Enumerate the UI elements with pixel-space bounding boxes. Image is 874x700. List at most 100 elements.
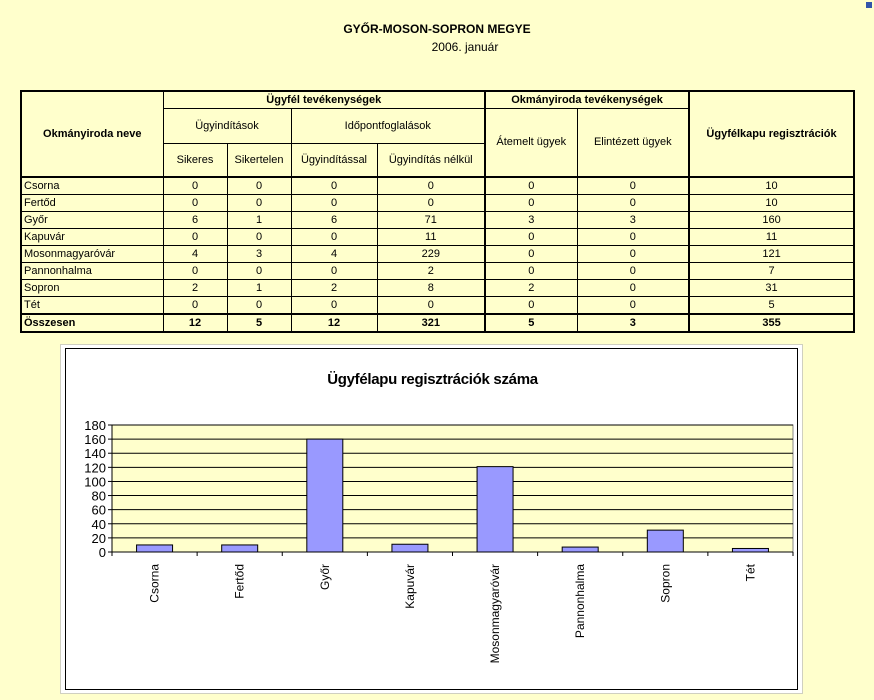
bar-pannonhalma (561, 546, 599, 553)
table-row: Kapuvár 0 0 0 11 0 0 11 (20, 228, 856, 246)
y-tick-label: 0 (99, 545, 106, 560)
y-tick-label: 60 (92, 503, 106, 518)
row-value: 0 (162, 296, 228, 315)
row-value: 11 (376, 228, 486, 246)
y-tick-label: 160 (84, 432, 106, 447)
header-without-initiation: Ügyindítás nélkül (376, 143, 486, 178)
row-value: 0 (484, 176, 578, 195)
row-office-name: Kapuvár (20, 228, 164, 246)
row-value: 0 (376, 296, 486, 315)
y-tick-label: 80 (92, 489, 106, 504)
corner-marker (866, 2, 872, 8)
row-value: 0 (162, 228, 228, 246)
row-value: 0 (226, 296, 292, 315)
table-row: Pannonhalma 0 0 0 2 0 0 7 (20, 262, 856, 280)
row-value: 3 (226, 245, 292, 263)
row-office-name: Pannonhalma (20, 262, 164, 280)
row-value: 0 (576, 296, 690, 315)
row-value: 0 (162, 176, 228, 195)
row-value: 0 (576, 279, 690, 297)
total-value: 12 (290, 313, 378, 333)
row-value: 0 (226, 262, 292, 280)
table-row: Sopron 2 1 2 8 2 0 31 (20, 279, 856, 297)
row-value: 6 (290, 211, 378, 229)
y-tick-label: 100 (84, 474, 106, 489)
x-tick-label: Kapuvár (403, 564, 417, 609)
row-value: 6 (162, 211, 228, 229)
row-value: 2 (290, 279, 378, 297)
total-value: 5 (484, 313, 578, 333)
x-tick-label: Mosonmagyaróvár (488, 564, 502, 663)
row-office-name: Győr (20, 211, 164, 229)
row-value: 121 (688, 245, 856, 263)
total-label: Összesen (20, 313, 164, 333)
total-value: 12 (162, 313, 228, 333)
total-value: 5 (226, 313, 292, 333)
row-value: 0 (226, 194, 292, 212)
y-tick-label: 140 (84, 446, 106, 461)
total-value: 355 (688, 313, 856, 333)
row-value: 2 (162, 279, 228, 297)
header-done: Elintézett ügyek (576, 108, 690, 178)
table-row: Tét 0 0 0 0 0 0 5 (20, 296, 856, 315)
x-tick-label: Pannonhalma (573, 564, 587, 638)
row-value: 0 (484, 262, 578, 280)
bar-mosonmagyaróvár (476, 466, 514, 553)
page-subtitle: 2006. január (431, 40, 499, 54)
row-value: 0 (484, 245, 578, 263)
row-value: 1 (226, 211, 292, 229)
row-office-name: Fertőd (20, 194, 164, 212)
header-transferred: Átemelt ügyek (484, 108, 578, 178)
y-tick-label: 20 (92, 531, 106, 546)
header-appointments: Időpontfoglalások (290, 108, 486, 144)
total-value: 321 (376, 313, 486, 333)
total-value: 3 (576, 313, 690, 333)
row-value: 160 (688, 211, 856, 229)
table-row: Fertőd 0 0 0 0 0 0 10 (20, 194, 856, 212)
bar-csorna (136, 544, 174, 553)
table-row: Mosonmagyaróvár 4 3 4 229 0 0 121 (20, 245, 856, 263)
row-value: 31 (688, 279, 856, 297)
row-value: 0 (576, 176, 690, 195)
y-tick-label: 40 (92, 517, 106, 532)
row-value: 0 (162, 262, 228, 280)
row-value: 0 (484, 296, 578, 315)
row-value: 0 (290, 296, 378, 315)
header-client-activities: Ügyfél tevékenységek (162, 90, 486, 109)
row-value: 1 (226, 279, 292, 297)
row-value: 8 (376, 279, 486, 297)
chart-container: Ügyfélapu regisztrációk száma 0 20 40 60 80 1… (60, 344, 803, 694)
header-success: Sikeres (162, 143, 228, 178)
row-value: 0 (376, 176, 486, 195)
x-tick-label: Csorna (148, 564, 162, 603)
row-value: 229 (376, 245, 486, 263)
x-tick-label: Sopron (658, 564, 672, 603)
table-row: Csorna 0 0 0 0 0 0 10 (20, 176, 856, 195)
y-tick-label: 120 (84, 460, 106, 475)
bar-fertőd (221, 544, 259, 553)
statistics-table: Okmányiroda neve Ügyfél tevékenységek Ok… (20, 90, 856, 333)
plot-area (111, 424, 794, 553)
header-gateway-registrations: Ügyfélkapu regisztrációk (688, 90, 856, 178)
row-value: 0 (576, 228, 690, 246)
page-title: GYŐR-MOSON-SOPRON MEGYE (343, 22, 531, 36)
row-value: 0 (576, 262, 690, 280)
row-value: 0 (484, 228, 578, 246)
row-value: 0 (290, 228, 378, 246)
row-value: 0 (484, 194, 578, 212)
row-value: 0 (576, 194, 690, 212)
row-value: 3 (576, 211, 690, 229)
header-office-name: Okmányiroda neve (20, 90, 164, 178)
row-office-name: Csorna (20, 176, 164, 195)
header-fail: Sikertelen (226, 143, 292, 178)
chart-title: Ügyfélapu regisztrációk száma (327, 371, 538, 388)
row-value: 7 (688, 262, 856, 280)
header-initiations: Ügyindítások (162, 108, 292, 144)
row-value: 0 (290, 176, 378, 195)
x-tick-label: Tét (743, 563, 757, 581)
row-value: 4 (162, 245, 228, 263)
x-tick-label: Fertőd (233, 564, 247, 599)
row-value: 71 (376, 211, 486, 229)
total-row: Összesen 12 5 12 321 5 3 355 (20, 313, 856, 333)
